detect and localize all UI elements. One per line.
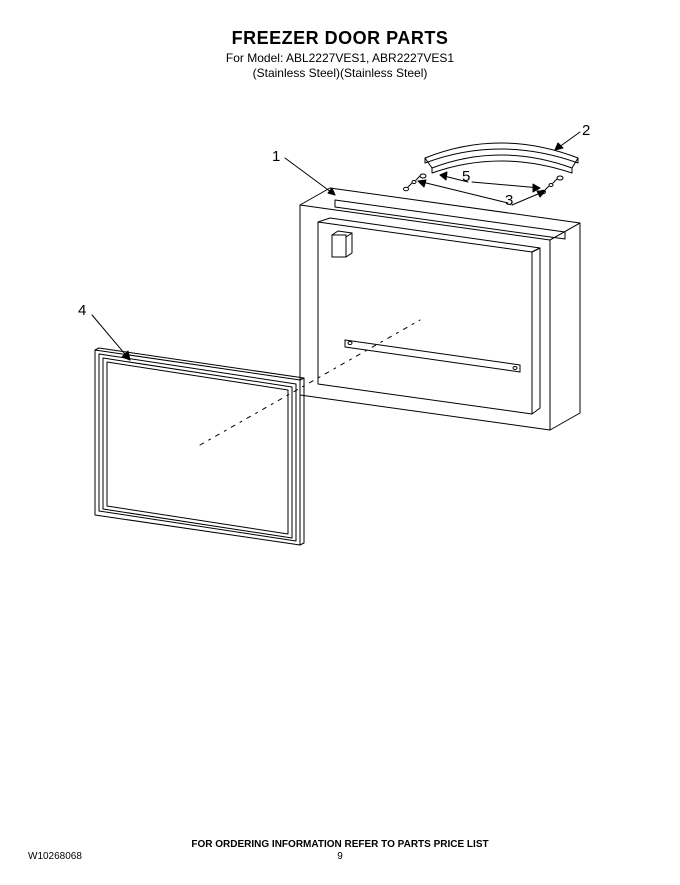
callout-2: 2 (582, 122, 590, 139)
callout-4: 4 (78, 302, 86, 319)
page-number: 9 (0, 851, 680, 862)
handle-part (425, 143, 578, 173)
footer: FOR ORDERING INFORMATION REFER TO PARTS … (0, 839, 680, 850)
door-gasket (95, 348, 304, 545)
callout-3: 3 (505, 192, 513, 209)
diagram-svg (0, 0, 680, 880)
callout-1: 1 (272, 148, 280, 165)
ordering-info: FOR ORDERING INFORMATION REFER TO PARTS … (0, 839, 680, 850)
freezer-door (300, 188, 580, 430)
callout-5: 5 (462, 168, 470, 185)
exploded-diagram: 1 2 3 4 5 (0, 0, 680, 880)
